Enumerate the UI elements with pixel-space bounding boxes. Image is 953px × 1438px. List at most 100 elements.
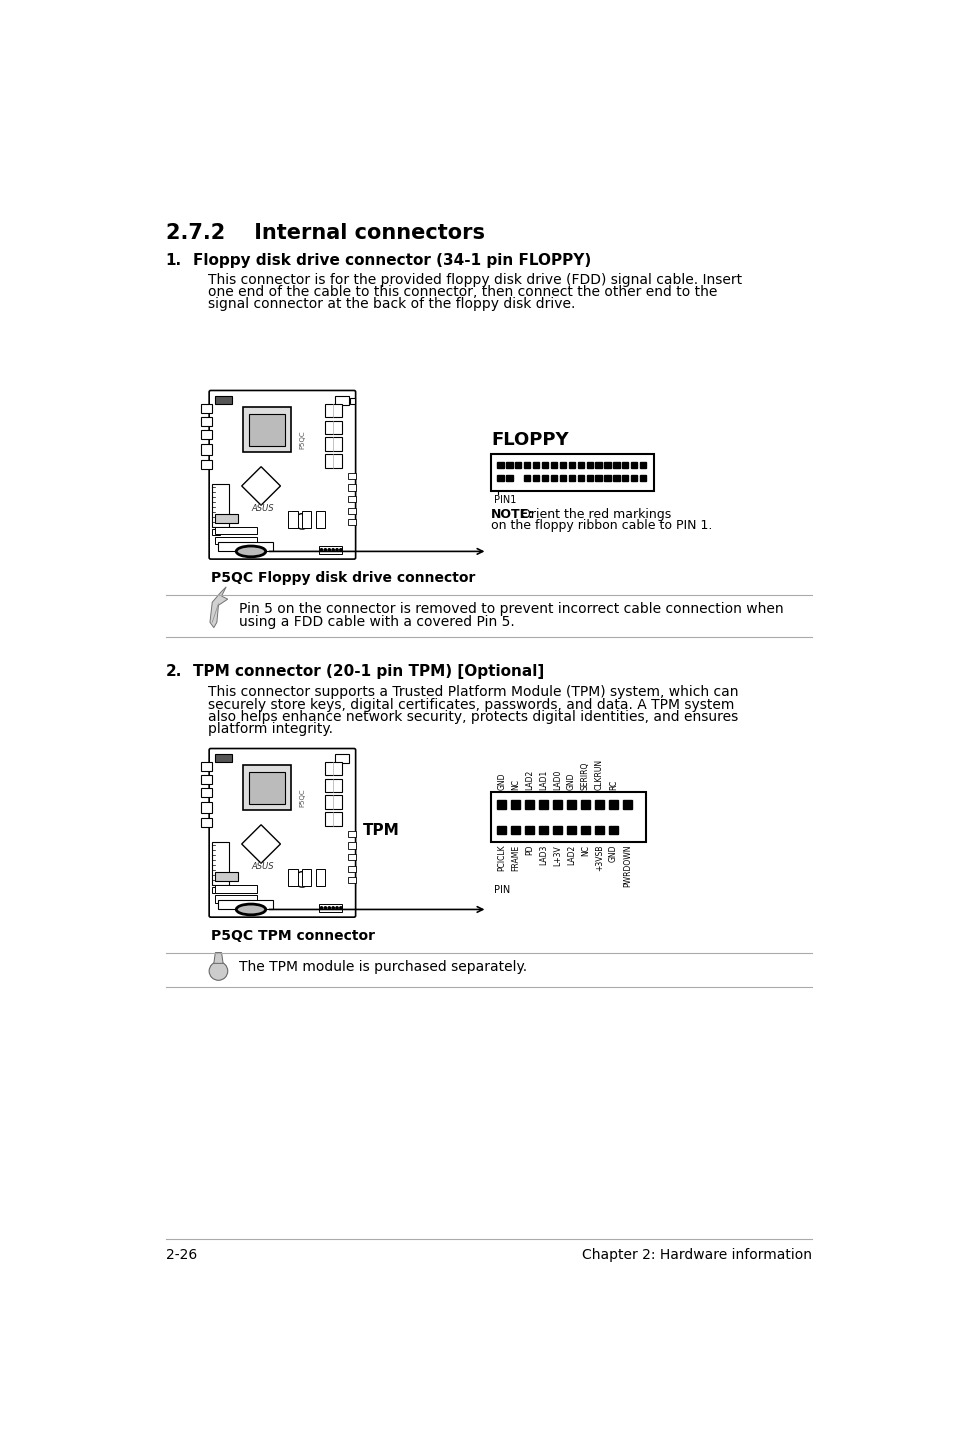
Bar <box>511 800 519 808</box>
Text: CLKRUN: CLKRUN <box>595 759 603 789</box>
Text: 2.7.2    Internal connectors: 2.7.2 Internal connectors <box>166 223 484 243</box>
Bar <box>533 462 538 469</box>
Bar <box>288 512 297 528</box>
Bar <box>580 800 589 808</box>
Bar <box>288 870 297 886</box>
Bar <box>506 462 512 469</box>
Text: 2.: 2. <box>166 664 182 679</box>
Text: Pin 5 on the connector is removed to prevent incorrect cable connection when: Pin 5 on the connector is removed to pre… <box>239 603 783 617</box>
Bar <box>639 462 645 469</box>
Bar <box>324 812 341 827</box>
Bar <box>538 825 547 834</box>
Bar <box>324 454 341 469</box>
Circle shape <box>335 907 337 909</box>
Bar <box>604 475 610 482</box>
Bar <box>613 475 618 482</box>
Bar <box>201 788 212 797</box>
Text: LAD1: LAD1 <box>538 769 547 789</box>
Text: FLOPPY: FLOPPY <box>491 430 568 449</box>
Bar <box>324 795 341 810</box>
Text: RC: RC <box>608 779 618 789</box>
Bar <box>525 800 534 808</box>
Bar <box>324 762 341 775</box>
Circle shape <box>324 549 326 551</box>
Bar <box>613 462 618 469</box>
Circle shape <box>320 907 322 909</box>
Bar <box>578 462 583 469</box>
Bar <box>201 775 212 784</box>
Text: P5QC TPM connector: P5QC TPM connector <box>211 929 375 943</box>
Text: PIN1: PIN1 <box>493 495 516 505</box>
Bar <box>214 884 257 893</box>
Text: SERIRQ: SERIRQ <box>580 762 589 789</box>
Bar <box>348 473 355 479</box>
Bar <box>533 475 538 482</box>
Bar <box>201 460 212 469</box>
Bar <box>550 462 557 469</box>
Circle shape <box>339 549 342 551</box>
Circle shape <box>339 907 342 909</box>
Text: P5QC: P5QC <box>299 788 306 807</box>
Circle shape <box>328 907 330 909</box>
Polygon shape <box>241 467 280 505</box>
Bar <box>214 395 232 404</box>
Text: Chapter 2: Hardware information: Chapter 2: Hardware information <box>581 1248 811 1263</box>
Bar <box>550 475 557 482</box>
Text: P5QC Floppy disk drive connector: P5QC Floppy disk drive connector <box>211 571 475 585</box>
Circle shape <box>320 549 322 551</box>
Circle shape <box>335 549 337 551</box>
Text: P5QC: P5QC <box>299 430 306 449</box>
Bar <box>324 437 341 452</box>
Text: 2-26: 2-26 <box>166 1248 196 1263</box>
Circle shape <box>332 549 334 551</box>
Circle shape <box>294 513 310 529</box>
Text: LAD2: LAD2 <box>524 769 534 789</box>
Bar <box>595 800 603 808</box>
Bar <box>201 802 212 814</box>
Bar <box>578 475 583 482</box>
Ellipse shape <box>236 546 266 557</box>
Bar <box>348 508 355 513</box>
Bar <box>541 475 548 482</box>
Bar <box>214 513 237 523</box>
Text: GND: GND <box>608 844 618 863</box>
Bar <box>319 546 342 554</box>
Bar <box>324 778 341 792</box>
Bar <box>212 485 229 526</box>
Bar <box>249 414 285 446</box>
Text: +3VSB: +3VSB <box>595 844 603 871</box>
Bar <box>201 818 212 827</box>
Bar <box>553 800 561 808</box>
Bar <box>214 754 232 762</box>
Bar <box>631 462 637 469</box>
Bar <box>595 475 601 482</box>
Circle shape <box>209 962 228 981</box>
Bar <box>350 398 355 404</box>
Bar <box>608 825 617 834</box>
Bar <box>348 843 355 848</box>
Bar <box>243 765 291 810</box>
Bar <box>491 792 645 843</box>
Bar <box>212 529 220 535</box>
Bar <box>212 843 229 884</box>
Bar <box>621 475 628 482</box>
Bar <box>497 462 503 469</box>
Bar <box>319 905 342 912</box>
Bar <box>639 475 645 482</box>
Text: LAD0: LAD0 <box>553 769 561 789</box>
Bar <box>201 430 212 439</box>
Text: ASUS: ASUS <box>251 861 274 871</box>
Text: FRAME: FRAME <box>511 844 519 871</box>
Bar <box>568 462 575 469</box>
Text: also helps enhance network security, protects digital identities, and ensures: also helps enhance network security, pro… <box>208 710 738 723</box>
Bar <box>212 887 220 893</box>
Bar <box>580 825 589 834</box>
Bar <box>541 462 548 469</box>
Bar <box>621 462 628 469</box>
Bar <box>559 462 565 469</box>
Bar <box>348 496 355 502</box>
Bar <box>201 444 212 456</box>
Bar <box>608 800 617 808</box>
Bar <box>586 475 592 482</box>
Bar <box>525 825 534 834</box>
